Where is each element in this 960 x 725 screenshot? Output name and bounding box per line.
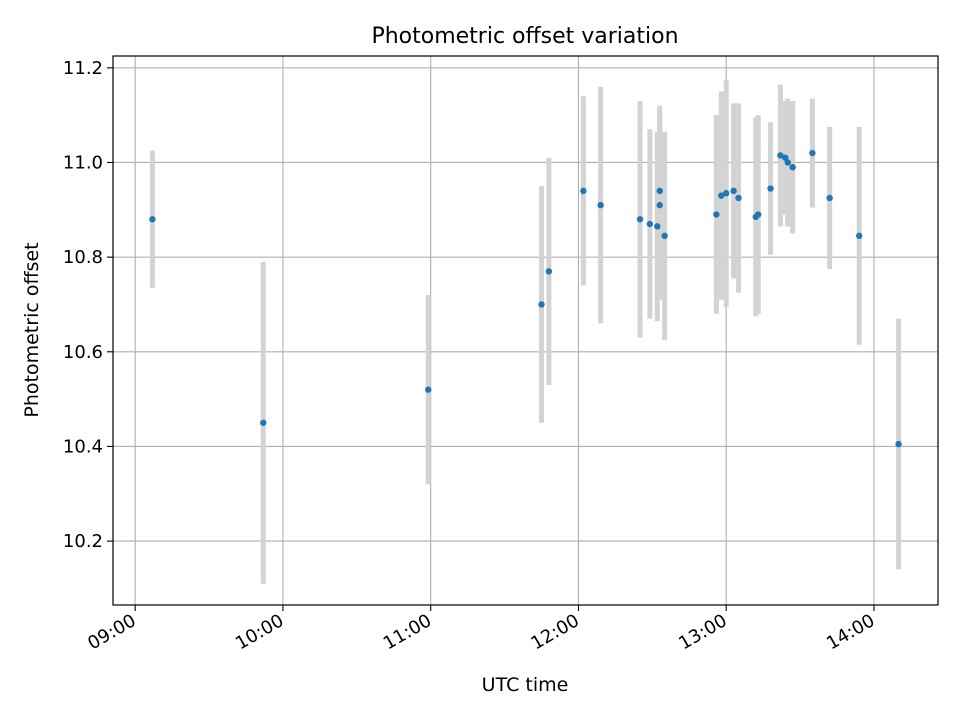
data-point xyxy=(656,187,663,195)
data-point xyxy=(149,216,156,223)
data-point xyxy=(597,201,604,209)
data-point xyxy=(767,185,774,192)
y-tick-label: 10.4 xyxy=(63,436,103,457)
data-point xyxy=(713,211,720,218)
data-point xyxy=(538,301,545,308)
data-point xyxy=(784,159,791,166)
y-tick-label: 10.6 xyxy=(63,342,103,363)
data-point xyxy=(730,187,737,195)
data-point xyxy=(636,216,644,223)
data-point xyxy=(545,268,553,275)
data-point xyxy=(755,211,762,218)
y-tick-label: 10.2 xyxy=(63,531,103,552)
data-point xyxy=(260,419,267,426)
data-point xyxy=(656,201,663,209)
data-point xyxy=(723,190,730,197)
data-point xyxy=(777,152,784,159)
data-point xyxy=(789,164,796,171)
grid-layer xyxy=(113,56,938,605)
y-tick-label: 11.0 xyxy=(63,152,103,173)
data-point xyxy=(855,232,863,240)
y-tick-label: 11.2 xyxy=(63,58,103,79)
chart-title: Photometric offset variation xyxy=(371,24,678,49)
data-point xyxy=(718,192,725,199)
data-point xyxy=(735,194,742,202)
data-point xyxy=(782,154,789,161)
data-point xyxy=(425,386,432,393)
data-point xyxy=(895,440,902,448)
data-point xyxy=(580,187,587,195)
y-tick-label: 10.8 xyxy=(63,247,103,268)
point-layer xyxy=(149,149,902,448)
data-point xyxy=(826,194,833,202)
data-point xyxy=(661,232,668,240)
plot-frame xyxy=(112,55,939,606)
y-axis-label: Photometric offset xyxy=(21,242,43,417)
data-point xyxy=(654,223,661,230)
x-axis-label: UTC time xyxy=(482,674,569,696)
data-point xyxy=(809,149,816,157)
data-point xyxy=(646,220,654,228)
